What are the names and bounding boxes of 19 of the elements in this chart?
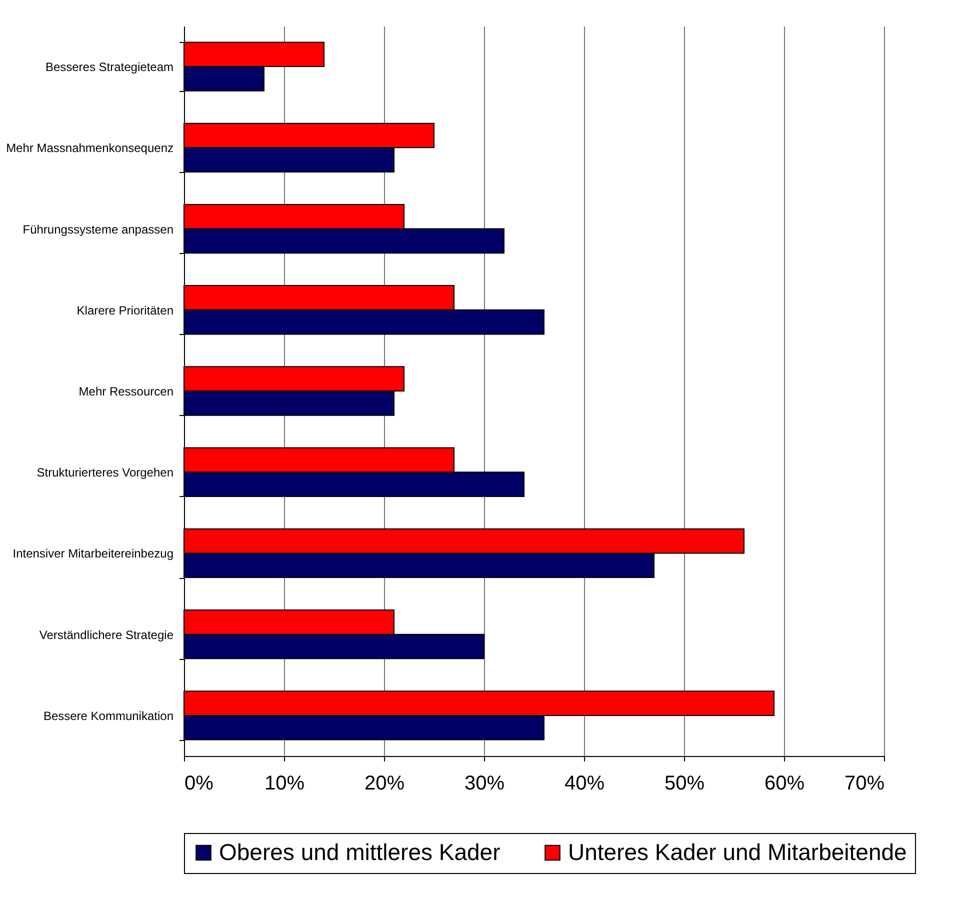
- legend-label: Oberes und mittleres Kader: [219, 838, 501, 865]
- x-tick-label: 50%: [664, 772, 705, 794]
- y-tick-label: Führungssysteme anpassen: [22, 222, 174, 236]
- x-tick-label: 70%: [844, 772, 885, 794]
- x-tick-label: 0%: [184, 772, 214, 794]
- y-tick-label: Verständlichere Strategie: [39, 628, 174, 642]
- x-tick-label: 40%: [564, 772, 605, 794]
- y-tick-label: Mehr Ressourcen: [78, 384, 174, 398]
- y-tick-label: Besseres Strategieteam: [45, 60, 174, 74]
- x-tick-label: 10%: [264, 772, 305, 794]
- legend-label: Unteres Kader und Mitarbeitende: [568, 838, 907, 865]
- x-tick-label: 60%: [764, 772, 805, 794]
- x-tick-label: 20%: [364, 772, 405, 794]
- y-tick-label: Mehr Massnahmenkonsequenz: [6, 141, 174, 156]
- y-tick-label: Bessere Kommunikation: [43, 708, 174, 723]
- y-tick-label: Strukturierteres Vorgehen: [36, 466, 174, 480]
- x-tick-label: 30%: [464, 772, 505, 794]
- y-tick-label: Klarere Prioritäten: [76, 303, 174, 318]
- y-tick-label: Intensiver Mitarbeitereinbezug: [12, 546, 174, 561]
